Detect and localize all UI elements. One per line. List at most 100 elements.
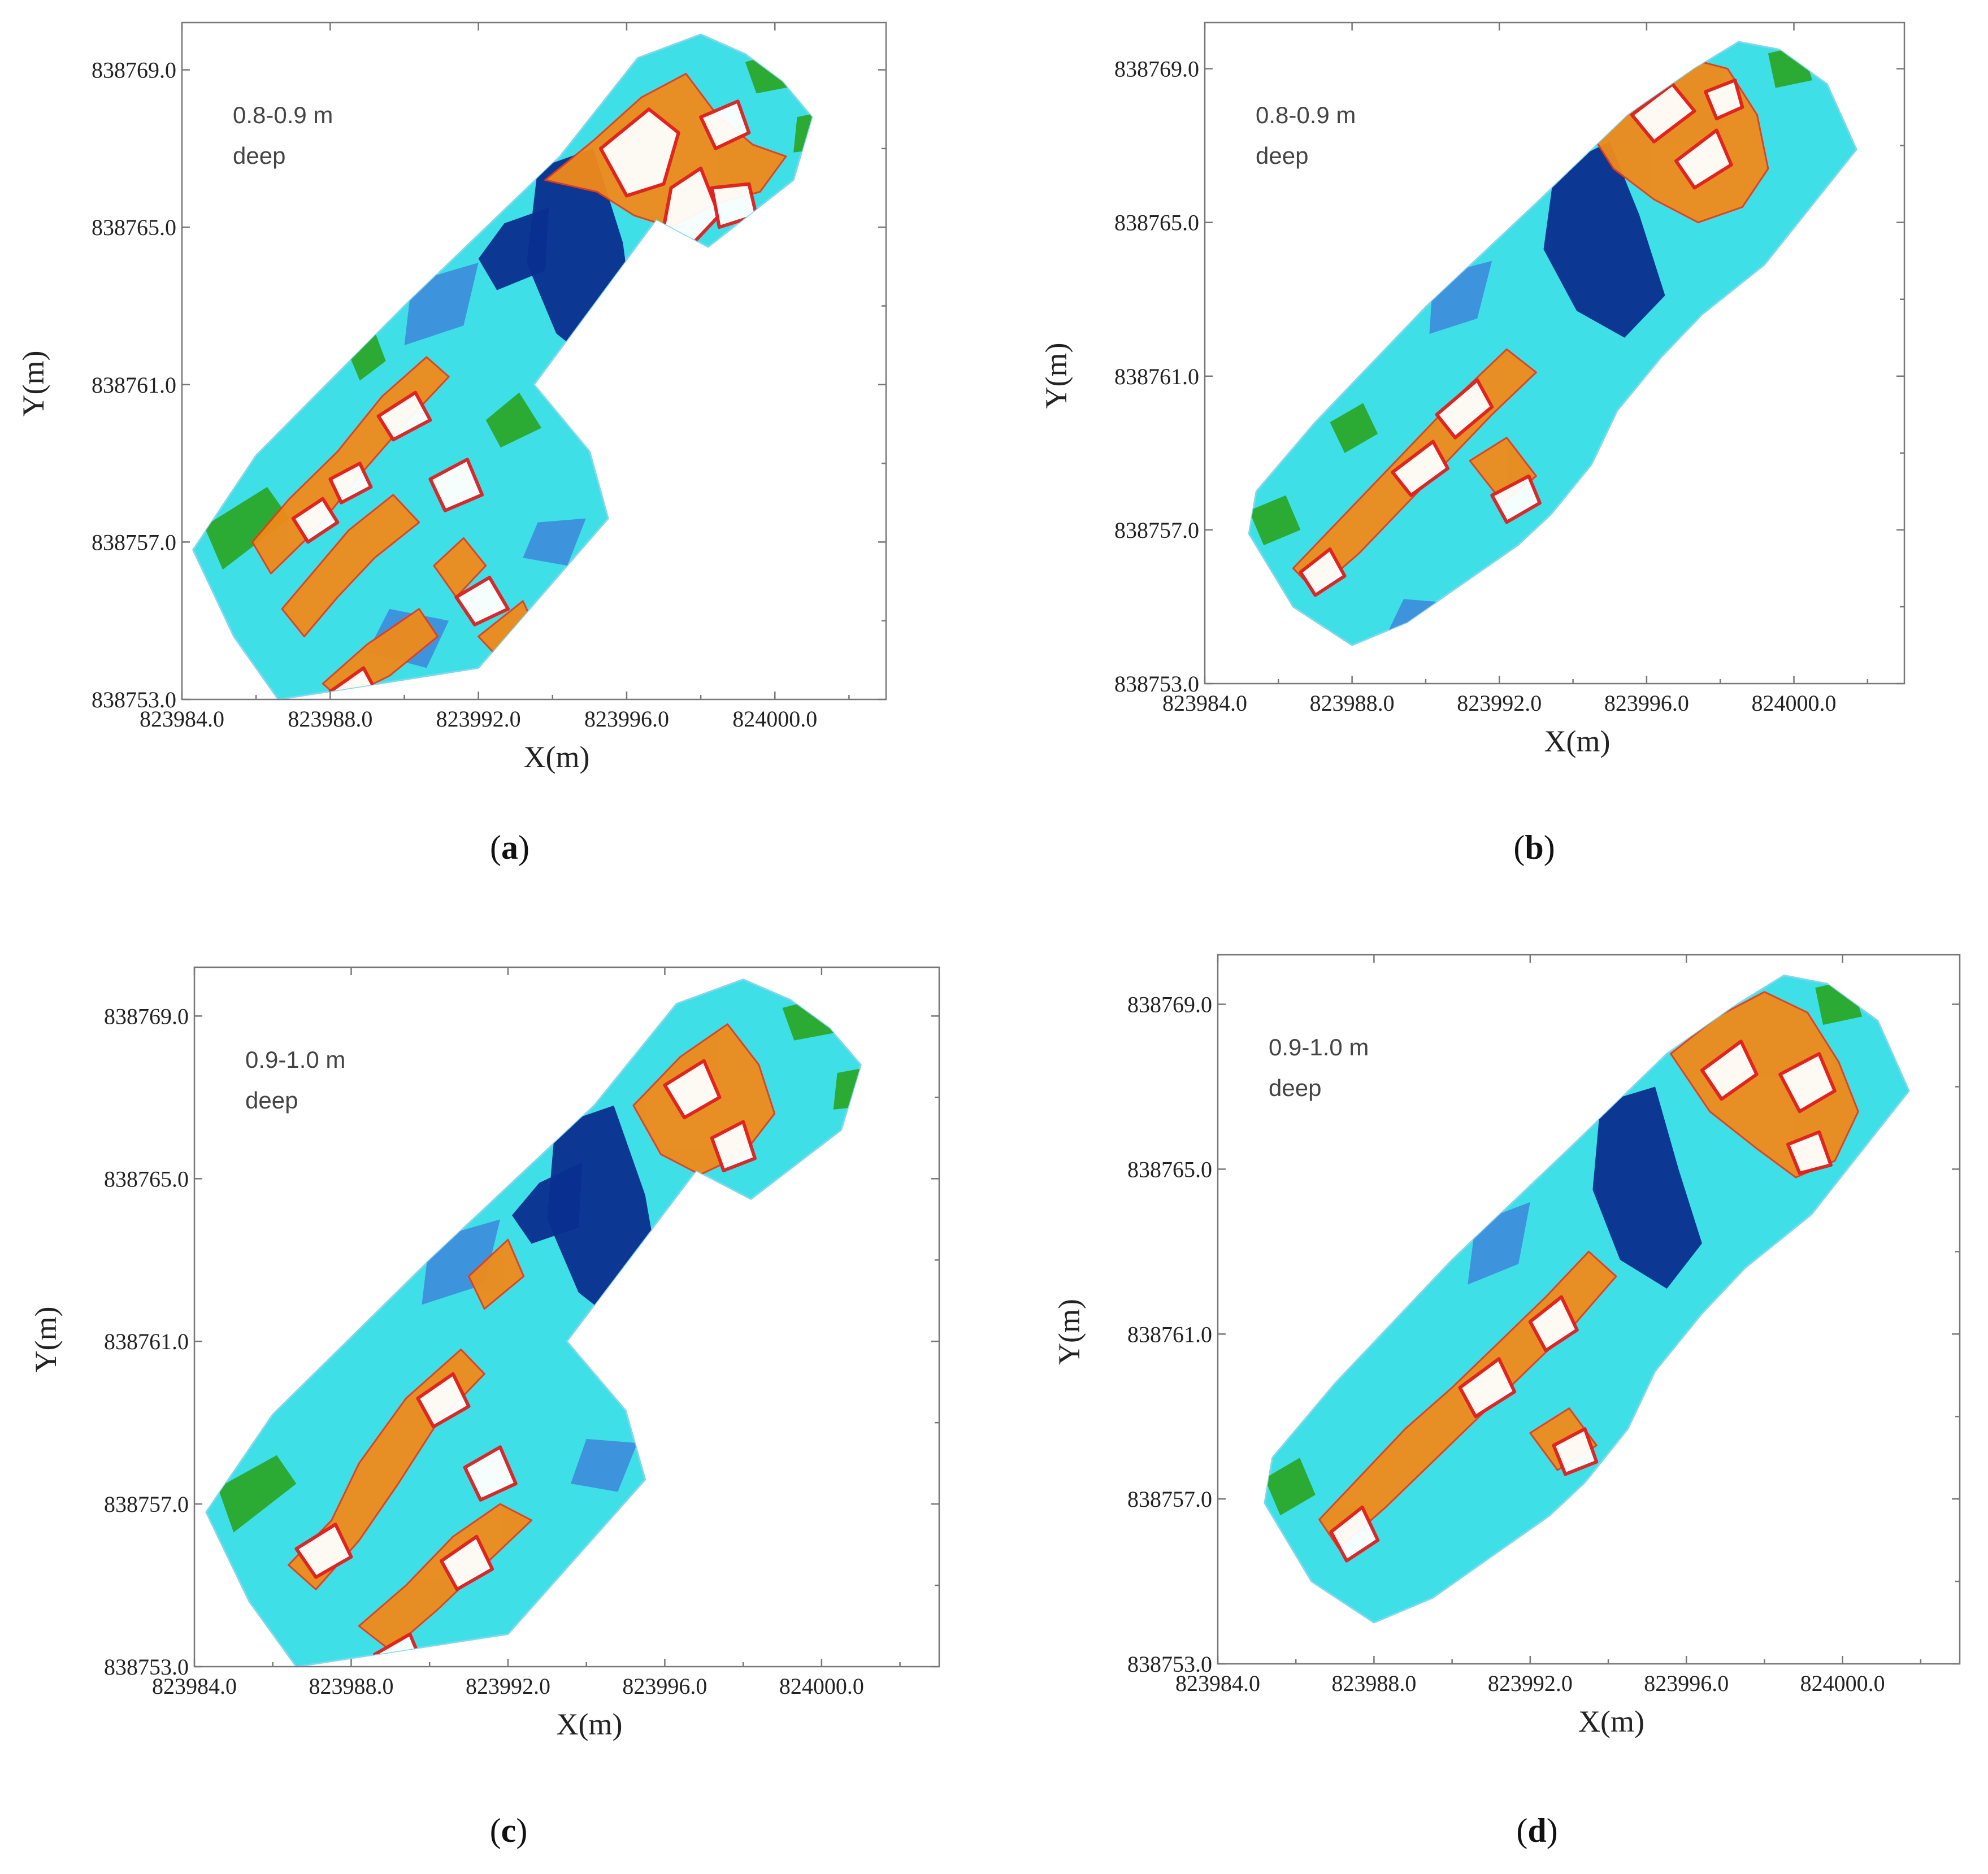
y-tick-label: 838769.0: [1114, 56, 1199, 82]
chart-panel-a: 823984.0 823988.0 823992.0 823996.0 824000.0…: [16, 21, 887, 866]
anomaly-extreme-a-17: [328, 462, 373, 505]
anomaly-extreme-d-8: [1458, 1357, 1517, 1419]
x-axis-title: X(m): [1544, 724, 1611, 758]
x-tick-label: 824000.0: [779, 1673, 864, 1699]
depth-suffix-label: deep: [1269, 1075, 1321, 1101]
depth-range-label: 0.9-1.0 m: [245, 1046, 345, 1073]
anomaly-extreme-d-13: [1786, 1130, 1833, 1175]
x-tick-label: 823992.0: [1457, 690, 1542, 716]
x-tick-label: 823996.0: [622, 1673, 707, 1699]
y-tick-label: 838765.0: [1127, 1156, 1212, 1182]
anomaly-extreme-c-14: [440, 1534, 494, 1592]
anomaly-extreme-d-10: [1552, 1427, 1599, 1476]
x-axis-title: X(m): [1578, 1705, 1644, 1738]
panel-label-d: (d): [1516, 1812, 1557, 1849]
anomaly-low-c-3: [570, 1438, 637, 1492]
y-tick-label: 838769.0: [92, 58, 176, 83]
y-tick-label: 838765.0: [104, 1166, 189, 1192]
y-tick-label: 838757.0: [1127, 1486, 1212, 1512]
y-tick-label: 838753.0: [92, 687, 176, 712]
depth-suffix-label: deep: [245, 1087, 298, 1114]
x-tick-label: 823992.0: [436, 706, 521, 732]
anomaly-moderate-d-3: [1815, 979, 1863, 1025]
y-axis-title: Y(m): [1039, 343, 1073, 409]
y-tick-label: 838753.0: [1114, 671, 1199, 697]
y-tick-label: 838753.0: [1127, 1651, 1212, 1677]
anomaly-moderate-b-4: [1330, 403, 1378, 453]
anomaly-high-d-6: [1670, 991, 1859, 1179]
anomaly-extreme-a-18: [376, 390, 432, 442]
x-axis-title: X(m): [524, 740, 590, 774]
y-tick-label: 838761.0: [1114, 364, 1199, 389]
anomaly-high-a-11: [281, 494, 420, 638]
anomaly-low-a-4: [523, 518, 586, 566]
anomaly-extreme-a-23: [662, 166, 721, 245]
x-tick-label: 824000.0: [1752, 690, 1837, 716]
y-tick-label: 838753.0: [104, 1654, 189, 1680]
plot-frame-b: [1204, 21, 1905, 685]
anomaly-extreme-d-12: [1778, 1052, 1837, 1114]
depth-suffix-label: deep: [1256, 142, 1308, 169]
anomaly-extreme-d-11: [1700, 1040, 1759, 1101]
x-tick-label: 823988.0: [288, 706, 372, 732]
anomaly-extreme-b-11: [1435, 378, 1494, 440]
anomaly-extreme-c-11: [294, 1523, 353, 1579]
anomaly-extreme-c-13: [463, 1445, 518, 1502]
anomaly-extreme-c-12: [416, 1372, 471, 1429]
depth-range-label: 0.8-0.9 m: [233, 102, 333, 128]
x-tick-label: 823984.0: [1162, 690, 1247, 716]
y-tick-label: 838757.0: [104, 1492, 189, 1517]
y-tick-label: 838769.0: [104, 1003, 189, 1029]
x-tick-label: 823984.0: [152, 1673, 237, 1699]
y-axis-title: Y(m): [16, 351, 50, 417]
anomaly-moderate-c-4: [218, 1455, 297, 1533]
y-axis-title: Y(m): [1052, 1299, 1086, 1365]
plot-frame-d: [1217, 954, 1961, 1665]
anomaly-very-low-c-1: [511, 1162, 583, 1244]
plot-frame-c: [193, 966, 940, 1668]
panel-label-a: (a): [490, 829, 529, 866]
y-tick-label: 838761.0: [1127, 1321, 1212, 1347]
x-tick-label: 824000.0: [732, 706, 817, 732]
anomaly-extreme-b-15: [1704, 79, 1744, 121]
anomaly-extreme-d-7: [1329, 1505, 1380, 1563]
anomaly-extreme-a-20: [454, 576, 510, 627]
x-tick-label: 823996.0: [1604, 690, 1689, 716]
y-tick-label: 838757.0: [92, 529, 176, 555]
chart-panel-d: 823984.0 823988.0 823992.0 823996.0 824000.0…: [1052, 954, 1961, 1849]
anomaly-high-a-13: [433, 537, 487, 598]
x-tick-label: 823988.0: [1331, 1671, 1416, 1696]
y-tick-label: 838761.0: [104, 1329, 189, 1354]
anomaly-extreme-a-16: [291, 497, 340, 544]
x-tick-label: 823996.0: [584, 706, 669, 732]
chart-panel-c: 823984.0 823988.0 823992.0 823996.0 824000.0…: [29, 966, 940, 1849]
anomaly-extreme-b-14: [1674, 128, 1733, 190]
x-tick-label: 823984.0: [140, 706, 224, 732]
plot-frame-a: [181, 21, 887, 701]
y-axis-title: Y(m): [29, 1307, 63, 1373]
depth-suffix-label: deep: [233, 142, 285, 169]
x-tick-label: 823992.0: [466, 1673, 550, 1699]
anomaly-very-low-b-0: [1543, 141, 1665, 338]
panel-label-c: (c): [490, 1812, 528, 1849]
anomaly-moderate-b-5: [1768, 45, 1813, 88]
anomaly-extreme-d-9: [1528, 1295, 1579, 1353]
x-axis-title: X(m): [557, 1707, 623, 1741]
anomaly-extreme-b-10: [1391, 440, 1449, 497]
anomaly-moderate-a-9: [793, 109, 812, 153]
chart-panel-b: 823984.0 823988.0 823992.0 823996.0 824000.0…: [1039, 21, 1905, 866]
y-tick-label: 838769.0: [1127, 992, 1212, 1018]
y-tick-label: 838765.0: [92, 215, 176, 240]
anomaly-extreme-b-9: [1299, 547, 1347, 597]
y-tick-label: 838761.0: [92, 372, 176, 398]
anomaly-extreme-a-24: [699, 99, 751, 150]
anomaly-extreme-c-16: [663, 1059, 722, 1120]
x-tick-label: 823984.0: [1175, 1671, 1260, 1696]
x-tick-label: 824000.0: [1800, 1671, 1885, 1696]
y-tick-label: 838765.0: [1114, 210, 1199, 236]
anomaly-extreme-b-13: [1630, 82, 1696, 144]
y-tick-label: 838757.0: [1114, 518, 1199, 543]
x-tick-label: 823988.0: [309, 1673, 393, 1699]
anomaly-moderate-a-5: [204, 486, 290, 570]
